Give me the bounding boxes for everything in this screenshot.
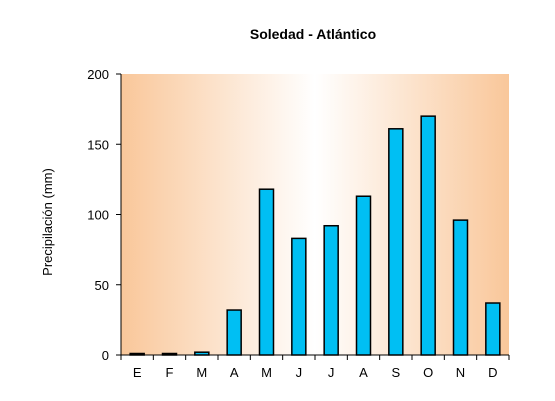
y-tick-label: 150 xyxy=(87,137,109,152)
bar-5 xyxy=(291,237,307,356)
y-tick-label: 100 xyxy=(87,208,109,223)
x-tick-label: S xyxy=(391,365,400,380)
x-tick-label: E xyxy=(133,365,142,380)
x-tick-label: J xyxy=(328,365,335,380)
plot-background xyxy=(121,74,509,355)
bar-8 xyxy=(388,128,404,356)
x-tick-label: A xyxy=(230,365,239,380)
y-tick-label: 0 xyxy=(102,348,109,363)
x-tick-label: A xyxy=(359,365,368,380)
y-tick-label: 50 xyxy=(95,278,109,293)
x-tick-label: N xyxy=(456,365,465,380)
x-tick-label: D xyxy=(488,365,497,380)
bar-4 xyxy=(258,188,275,356)
x-tick-label: M xyxy=(196,365,207,380)
y-axis-ticks: 0 50 100 150 200 xyxy=(87,67,121,363)
bar-6 xyxy=(323,224,339,356)
chart-title: Soledad - Atlántico xyxy=(250,26,376,42)
x-tick-label: O xyxy=(423,365,433,380)
y-tick-label: 200 xyxy=(87,67,109,82)
x-tick-label: M xyxy=(261,365,272,380)
bar-series xyxy=(129,115,501,356)
y-axis-label: Precipilación (mm) xyxy=(40,168,55,276)
bar-9 xyxy=(420,115,436,356)
bar-11 xyxy=(485,302,501,356)
x-tick-label: J xyxy=(296,365,303,380)
bar-7 xyxy=(355,195,372,356)
x-tick-label: F xyxy=(166,365,174,380)
bar-3 xyxy=(226,309,242,356)
bar-10 xyxy=(452,219,469,356)
